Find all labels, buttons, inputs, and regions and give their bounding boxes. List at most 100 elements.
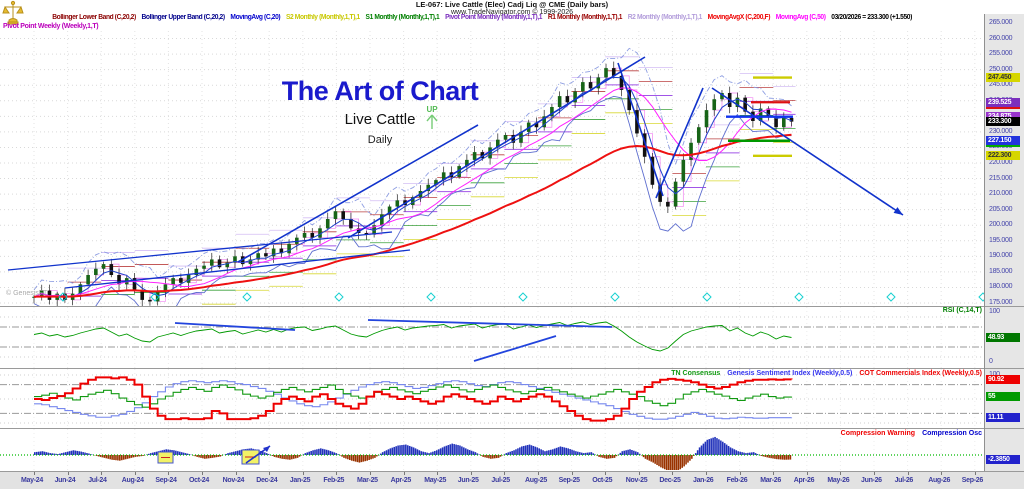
indicator-tick-label: 100	[989, 371, 1000, 378]
diamond-marker	[242, 292, 252, 302]
panel-separator	[0, 306, 1024, 307]
legend-item[interactable]: S2 Monthly (Monthly,1,T),1	[285, 14, 360, 21]
x-axis-tick	[874, 472, 875, 475]
x-axis-month-label: Aug-26	[928, 477, 951, 484]
diamond-marker	[702, 292, 712, 302]
rsi-panel[interactable]	[0, 307, 985, 368]
x-axis-month-label: Sep-26	[961, 477, 983, 484]
tn-labels: TN Consensus Genesis Sentiment Index (Wee…	[671, 370, 982, 377]
tn-consensus-panel[interactable]	[0, 369, 985, 428]
x-axis-month-label: Feb-25	[323, 477, 345, 484]
price-tick-label: 230.000	[989, 127, 1013, 135]
rsi-trendline	[473, 335, 557, 362]
x-axis-tick	[269, 472, 271, 475]
up-arrow-icon	[426, 114, 438, 129]
price-tick-label: 180.000	[989, 283, 1013, 291]
diamond-marker	[426, 292, 436, 302]
compression-panel[interactable]	[0, 429, 985, 470]
legend-item[interactable]: Bollinger Upper Band (C,20,2)	[141, 14, 225, 21]
x-axis-month-label: Jun-26	[861, 477, 882, 484]
tn-label[interactable]: COT Commercials Index (Weekly,0.5)	[859, 370, 982, 377]
x-axis-month-label: Nov-24	[222, 477, 245, 484]
up-signal-label: UP	[426, 105, 438, 114]
diamond-marker	[978, 292, 985, 302]
price-scale-column[interactable]: 265.000260.000255.000250.000245.000240.0…	[984, 14, 1024, 471]
rsi-trendline	[367, 319, 613, 328]
price-tick-label: 250.000	[989, 65, 1013, 73]
x-axis-month-label: May-26	[827, 477, 850, 484]
trendline	[64, 249, 411, 289]
legend-item[interactable]: R1 Monthly (Monthly,1,T),1	[547, 14, 623, 21]
x-axis-month-label: May-24	[21, 477, 43, 484]
x-axis-tick	[974, 472, 976, 475]
tn-label[interactable]: Genesis Sentiment Index (Weekly,0.5)	[727, 370, 853, 377]
x-axis-tick	[672, 472, 674, 475]
scale-separator	[985, 306, 1024, 307]
watermark: © GenesisFT	[6, 290, 48, 297]
x-axis-month-label: Feb-26	[726, 477, 748, 484]
x-axis-tick	[504, 472, 506, 475]
indicator-value-badge: 48.93	[986, 333, 1020, 343]
x-axis-tick	[907, 472, 909, 475]
x-axis-tick	[168, 472, 170, 475]
diamond-marker	[150, 292, 160, 302]
main-price-chart[interactable]	[0, 31, 985, 306]
x-axis-tick	[739, 472, 741, 475]
legend-item[interactable]: Pivot Point Monthly (Monthly,1,T),1	[445, 14, 543, 21]
legend-item-label: Pivot Point Weekly (Weekly,1,T)	[3, 23, 99, 30]
legend-item[interactable]: MovingAvgX (C,200,F)	[707, 14, 771, 21]
x-axis-tick	[134, 472, 136, 475]
x-axis-tick	[773, 472, 775, 475]
scales-logo-icon[interactable]	[2, 0, 24, 26]
x-axis-month-label: Nov-25	[625, 477, 648, 484]
x-axis-month-label: Sep-25	[558, 477, 580, 484]
compression-label[interactable]: Compression Osc	[922, 430, 982, 437]
indicator-tick-label: 0	[989, 358, 993, 365]
price-tick-label: 200.000	[989, 221, 1013, 229]
x-axis-month-label: Jul-25	[491, 477, 510, 484]
legend-item[interactable]: 03/20/2026 = 233.300 (+1.550)	[831, 14, 912, 21]
x-axis-tick	[336, 472, 338, 475]
x-axis-tick	[638, 472, 640, 475]
x-axis-month-label: Dec-25	[659, 477, 681, 484]
x-axis-tick	[470, 472, 472, 475]
x-axis-tick	[806, 472, 808, 475]
x-axis-month-label: Jan-26	[693, 477, 714, 484]
scale-separator	[985, 368, 1024, 369]
x-axis-month-label: Mar-26	[760, 477, 781, 484]
legend-item[interactable]: MovingAvg (C,20)	[230, 14, 281, 21]
x-axis[interactable]: May-24 Jun-24 Jul-24 Aug-24 Sep-24 Oct-24 Nov-…	[0, 471, 1024, 489]
indicator-legend-row: Bollinger Lower Band (C,20,2) Bollinger U…	[28, 14, 936, 21]
x-axis-month-label: Jun-25	[457, 477, 479, 484]
candlesticks	[32, 61, 794, 306]
x-axis-month-label: Oct-24	[189, 477, 209, 484]
legend-item[interactable]: S1 Monthly (Monthly,1,T),1	[365, 14, 440, 21]
price-tick-label: 265.000	[989, 19, 1013, 26]
legend-item-pivot-weekly[interactable]: Pivot Point Weekly (Weekly,1,T)	[3, 23, 99, 30]
price-badge: 239.525	[986, 97, 1020, 107]
chart-title: LE-067: Live Cattle (Elec) Cadj Liq @ CM…	[415, 0, 609, 9]
x-axis-tick	[840, 472, 842, 475]
tn-label[interactable]: TN Consensus	[671, 370, 721, 377]
legend-item[interactable]: Bollinger Lower Band (C,20,2)	[52, 14, 136, 21]
trendline	[347, 56, 646, 239]
legend-item[interactable]: R2 Monthly (Monthly,1,T),1	[627, 14, 703, 21]
price-tick-label: 185.000	[989, 267, 1013, 275]
legend-item[interactable]: MovingAvg (C,50)	[775, 14, 826, 21]
compression-labels: Compression Warning Compression Osc	[841, 430, 982, 437]
price-badge: 247.450	[986, 73, 1020, 83]
compression-label[interactable]: Compression Warning	[840, 430, 916, 437]
rsi-label[interactable]: RSI (C,14,T)	[942, 307, 982, 314]
x-axis-month-label: Jul-26	[894, 477, 914, 484]
price-badge: 233.300	[986, 117, 1020, 127]
x-axis-month-label: May-25	[424, 477, 447, 484]
indicator-value-badge: 55	[986, 392, 1020, 402]
price-tick-label: 255.000	[989, 50, 1013, 58]
trendline	[711, 87, 904, 216]
x-axis-tick	[302, 472, 304, 475]
x-axis-tick	[235, 472, 237, 475]
chart-website: www.TradeNavigator.com © 1999-2026	[450, 9, 573, 16]
indicator-value-badge: 11.11	[986, 413, 1020, 423]
x-axis-tick	[370, 472, 371, 475]
